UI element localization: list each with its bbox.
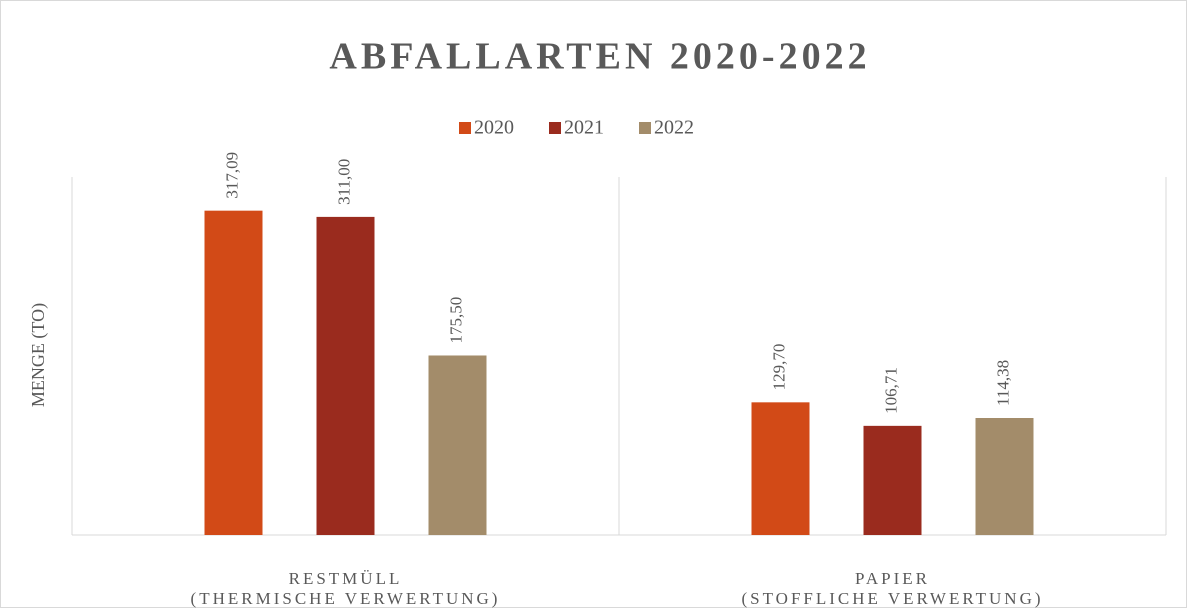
data-label: 311,00 [334, 159, 353, 205]
bar [316, 216, 375, 536]
x-tick-label: (THERMISCHE VERWERTUNG) [191, 589, 501, 608]
data-label: 114,38 [993, 360, 1012, 406]
chart-title: ABFALLARTEN 2020-2022 [329, 36, 870, 78]
data-label: 175,50 [446, 297, 465, 344]
legend-swatch [639, 122, 651, 134]
legend-swatch [549, 122, 561, 134]
y-axis-label: MENGE (TO) [28, 303, 49, 407]
data-label: 129,70 [769, 344, 788, 391]
legend-swatch [459, 122, 471, 134]
bar [428, 355, 487, 535]
bar [863, 425, 922, 535]
x-tick-label: PAPIER [855, 569, 930, 588]
bar [751, 402, 810, 535]
bar [204, 210, 263, 535]
x-tick-label: RESTMÜLL [289, 569, 403, 588]
legend-label: 2022 [654, 117, 694, 139]
legend-label: 2021 [564, 117, 604, 139]
legend-label: 2020 [474, 117, 514, 139]
data-label: 106,71 [881, 367, 900, 414]
x-tick-label: (STOFFLICHE VERWERTUNG) [741, 589, 1043, 608]
bar [975, 418, 1034, 535]
data-label: 317,09 [222, 152, 241, 199]
